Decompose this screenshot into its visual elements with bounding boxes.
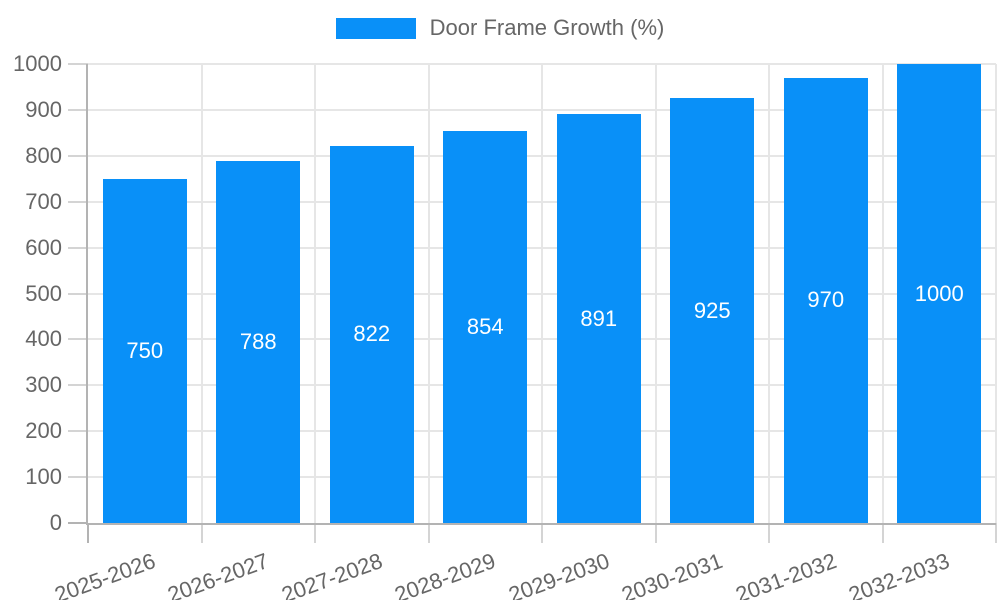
y-axis-tick <box>68 476 88 479</box>
bar-value-label: 750 <box>126 337 164 363</box>
bar-value-label: 925 <box>693 297 731 323</box>
x-axis-tick <box>881 523 884 543</box>
bar <box>102 178 187 523</box>
x-axis-tick <box>87 523 89 543</box>
y-axis-line <box>86 64 88 523</box>
x-axis-category-label: 2029-2030 <box>504 548 613 600</box>
y-axis-tick <box>68 384 88 387</box>
y-axis-tick-label: 200 <box>25 418 62 444</box>
x-axis-tick <box>427 523 430 543</box>
y-axis-tick-label: 100 <box>25 464 62 490</box>
bar-value-label: 970 <box>807 287 845 313</box>
x-axis-category-label: 2030-2031 <box>618 548 726 600</box>
y-axis-tick <box>68 292 88 295</box>
y-axis-tick-label: 700 <box>25 188 62 214</box>
bar <box>443 131 528 523</box>
x-axis-category-label: 2032-2033 <box>845 548 953 600</box>
legend-swatch-icon <box>335 17 416 39</box>
x-gridline <box>314 64 316 523</box>
bar <box>556 114 641 523</box>
x-axis-tick <box>654 523 657 543</box>
x-axis-category-label: 2031-2032 <box>731 548 840 600</box>
x-axis-tick <box>200 523 203 543</box>
x-gridline <box>427 64 430 523</box>
y-axis-tick <box>68 63 88 65</box>
x-axis-line <box>86 523 996 525</box>
x-gridline <box>654 64 657 523</box>
legend-item[interactable]: Door Frame Growth (%) <box>335 14 665 42</box>
x-axis-category-label: 2026-2027 <box>164 548 272 600</box>
y-axis-tick-label: 500 <box>25 280 62 306</box>
x-axis-tick <box>541 523 543 543</box>
x-gridline <box>881 64 884 523</box>
x-gridline <box>995 64 997 523</box>
legend-label: Door Frame Growth (%) <box>429 15 665 40</box>
legend: Door Frame Growth (%) <box>0 14 1000 42</box>
y-axis-tick <box>68 154 88 157</box>
y-axis-tick-label: 400 <box>25 326 62 352</box>
x-axis-tick <box>768 523 770 543</box>
y-axis-tick-label: 1000 <box>13 51 62 76</box>
bar <box>670 98 755 523</box>
x-axis-category-label: 2027-2028 <box>277 548 386 600</box>
bar-value-label: 822 <box>353 321 391 347</box>
x-gridline <box>200 64 203 523</box>
x-gridline <box>768 64 770 523</box>
bar <box>783 77 868 523</box>
y-axis-tick <box>68 200 88 203</box>
bar <box>216 161 301 523</box>
bar-value-label: 854 <box>466 314 504 339</box>
bar <box>897 64 982 523</box>
y-axis-tick-label: 900 <box>25 96 62 122</box>
bar-value-label: 788 <box>239 329 277 355</box>
x-gridline <box>541 64 543 523</box>
y-axis-tick-label: 0 <box>49 510 62 535</box>
x-axis-category-label: 2028-2029 <box>391 548 499 600</box>
y-axis-tick <box>68 522 88 524</box>
y-axis-tick <box>68 430 88 433</box>
bar-value-label: 1000 <box>914 280 964 306</box>
y-axis-tick <box>68 246 88 249</box>
bar-value-label: 891 <box>580 305 618 331</box>
y-axis-tick <box>68 338 88 341</box>
y-axis-tick-label: 800 <box>25 142 62 168</box>
y-axis-tick <box>68 108 88 111</box>
x-axis-tick <box>314 523 316 543</box>
x-axis-category-label: 2025-2026 <box>50 548 159 600</box>
y-axis-tick-label: 600 <box>25 234 62 260</box>
x-axis-tick <box>995 523 997 543</box>
bar <box>329 145 414 523</box>
y-axis-tick-label: 300 <box>25 372 62 398</box>
